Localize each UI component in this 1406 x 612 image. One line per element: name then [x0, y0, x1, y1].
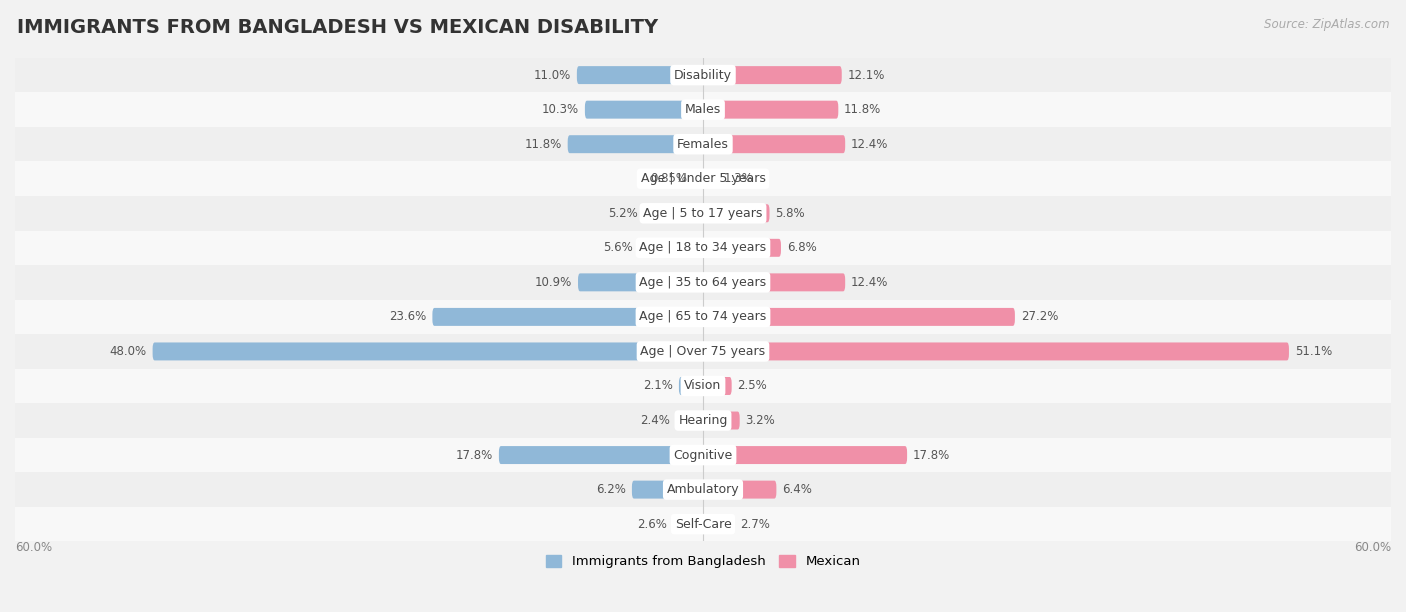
Text: IMMIGRANTS FROM BANGLADESH VS MEXICAN DISABILITY: IMMIGRANTS FROM BANGLADESH VS MEXICAN DI…: [17, 18, 658, 37]
Text: 60.0%: 60.0%: [1354, 542, 1391, 554]
Text: 5.6%: 5.6%: [603, 241, 633, 255]
FancyBboxPatch shape: [703, 239, 780, 257]
Text: 12.4%: 12.4%: [851, 276, 889, 289]
FancyBboxPatch shape: [703, 204, 769, 222]
Legend: Immigrants from Bangladesh, Mexican: Immigrants from Bangladesh, Mexican: [540, 550, 866, 573]
Text: 23.6%: 23.6%: [389, 310, 426, 323]
Bar: [15, 438, 1391, 472]
Text: 27.2%: 27.2%: [1021, 310, 1057, 323]
Text: 12.4%: 12.4%: [851, 138, 889, 151]
Text: Cognitive: Cognitive: [673, 449, 733, 461]
Text: 2.4%: 2.4%: [640, 414, 669, 427]
FancyBboxPatch shape: [693, 170, 703, 188]
Text: 6.4%: 6.4%: [782, 483, 813, 496]
Text: 48.0%: 48.0%: [110, 345, 146, 358]
Bar: [15, 92, 1391, 127]
FancyBboxPatch shape: [703, 66, 842, 84]
Text: 12.1%: 12.1%: [848, 69, 884, 81]
Text: 11.8%: 11.8%: [844, 103, 882, 116]
FancyBboxPatch shape: [644, 204, 703, 222]
Bar: [15, 403, 1391, 438]
FancyBboxPatch shape: [703, 343, 1289, 360]
FancyBboxPatch shape: [568, 135, 703, 153]
FancyBboxPatch shape: [703, 274, 845, 291]
Text: Age | 35 to 64 years: Age | 35 to 64 years: [640, 276, 766, 289]
FancyBboxPatch shape: [703, 135, 845, 153]
Text: Females: Females: [678, 138, 728, 151]
Text: Source: ZipAtlas.com: Source: ZipAtlas.com: [1264, 18, 1389, 31]
Text: 17.8%: 17.8%: [456, 449, 494, 461]
FancyBboxPatch shape: [638, 239, 703, 257]
Text: Age | 65 to 74 years: Age | 65 to 74 years: [640, 310, 766, 323]
Text: 51.1%: 51.1%: [1295, 345, 1331, 358]
Text: Age | Under 5 years: Age | Under 5 years: [641, 172, 765, 185]
Text: Disability: Disability: [673, 69, 733, 81]
Bar: [15, 127, 1391, 162]
Text: 17.8%: 17.8%: [912, 449, 950, 461]
Text: 5.2%: 5.2%: [607, 207, 638, 220]
Text: 3.2%: 3.2%: [745, 414, 775, 427]
Text: Vision: Vision: [685, 379, 721, 392]
Bar: [15, 334, 1391, 368]
FancyBboxPatch shape: [585, 100, 703, 119]
Text: 2.1%: 2.1%: [644, 379, 673, 392]
Text: Age | Over 75 years: Age | Over 75 years: [641, 345, 765, 358]
FancyBboxPatch shape: [703, 377, 731, 395]
FancyBboxPatch shape: [499, 446, 703, 464]
Text: Self-Care: Self-Care: [675, 518, 731, 531]
FancyBboxPatch shape: [433, 308, 703, 326]
FancyBboxPatch shape: [703, 446, 907, 464]
FancyBboxPatch shape: [675, 411, 703, 430]
Text: Age | 5 to 17 years: Age | 5 to 17 years: [644, 207, 762, 220]
FancyBboxPatch shape: [576, 66, 703, 84]
Text: Males: Males: [685, 103, 721, 116]
FancyBboxPatch shape: [703, 170, 718, 188]
Bar: [15, 265, 1391, 300]
Text: 6.8%: 6.8%: [787, 241, 817, 255]
Text: 2.6%: 2.6%: [637, 518, 668, 531]
Text: 10.9%: 10.9%: [536, 276, 572, 289]
Text: 10.3%: 10.3%: [543, 103, 579, 116]
Text: 0.85%: 0.85%: [651, 172, 688, 185]
FancyBboxPatch shape: [153, 343, 703, 360]
Text: Hearing: Hearing: [678, 414, 728, 427]
FancyBboxPatch shape: [703, 308, 1015, 326]
Text: 2.5%: 2.5%: [737, 379, 768, 392]
Text: 5.8%: 5.8%: [775, 207, 804, 220]
Bar: [15, 300, 1391, 334]
Bar: [15, 368, 1391, 403]
Bar: [15, 58, 1391, 92]
Text: 11.8%: 11.8%: [524, 138, 562, 151]
FancyBboxPatch shape: [673, 515, 703, 533]
FancyBboxPatch shape: [679, 377, 703, 395]
Text: 1.3%: 1.3%: [724, 172, 754, 185]
Text: 60.0%: 60.0%: [15, 542, 52, 554]
Text: Ambulatory: Ambulatory: [666, 483, 740, 496]
Bar: [15, 472, 1391, 507]
FancyBboxPatch shape: [578, 274, 703, 291]
FancyBboxPatch shape: [703, 100, 838, 119]
Text: 2.7%: 2.7%: [740, 518, 769, 531]
Bar: [15, 507, 1391, 542]
FancyBboxPatch shape: [703, 411, 740, 430]
Bar: [15, 231, 1391, 265]
FancyBboxPatch shape: [703, 480, 776, 499]
Text: Age | 18 to 34 years: Age | 18 to 34 years: [640, 241, 766, 255]
Bar: [15, 162, 1391, 196]
Text: 11.0%: 11.0%: [534, 69, 571, 81]
Bar: [15, 196, 1391, 231]
FancyBboxPatch shape: [631, 480, 703, 499]
FancyBboxPatch shape: [703, 515, 734, 533]
Text: 6.2%: 6.2%: [596, 483, 626, 496]
